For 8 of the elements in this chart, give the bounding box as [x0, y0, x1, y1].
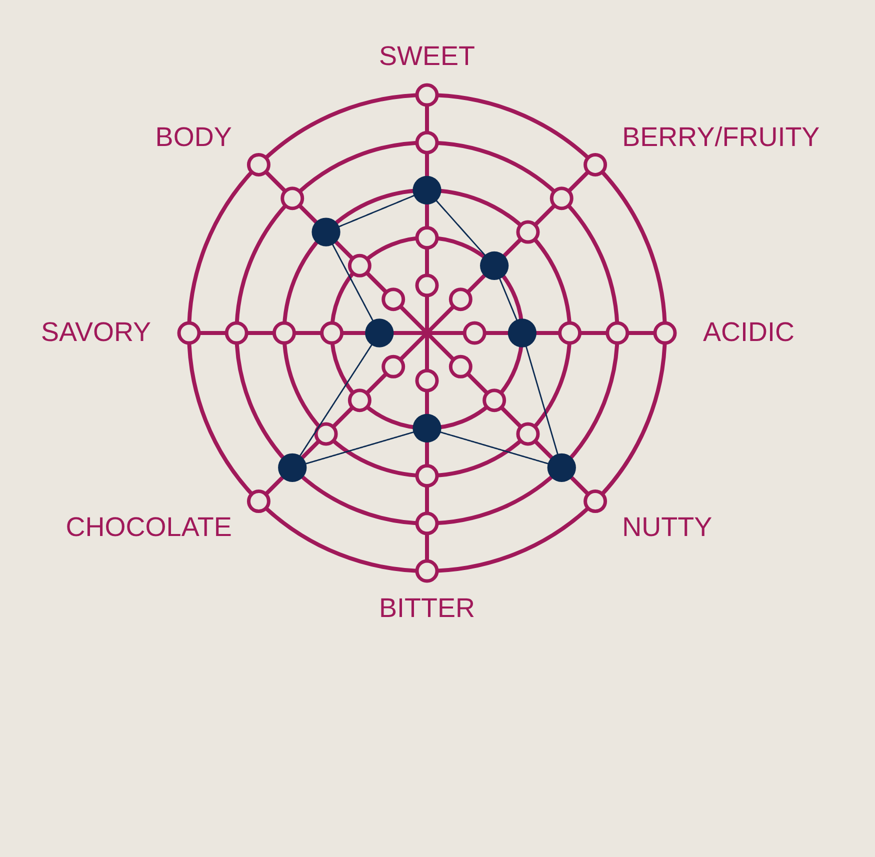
spoke-label: BERRY/FRUITY	[622, 122, 820, 152]
spoke-label: BODY	[155, 122, 232, 152]
spoke-label: BITTER	[378, 593, 476, 623]
spoke-label: SAVORY	[40, 317, 151, 347]
spoke-label: NUTTY	[622, 512, 712, 542]
spoke-label: CHOCOLATE	[66, 512, 232, 542]
spoke-label: ACIDIC	[703, 317, 795, 347]
spoke-label: SWEET	[378, 41, 476, 71]
